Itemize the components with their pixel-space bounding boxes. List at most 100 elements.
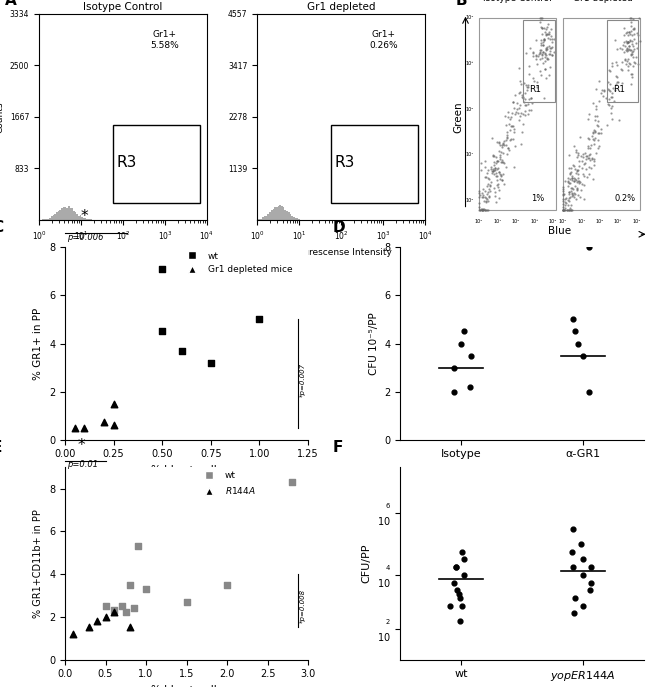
Point <box>509 161 519 172</box>
Point <box>564 187 574 198</box>
Point <box>541 53 552 64</box>
Point <box>543 53 554 64</box>
Point <box>482 194 493 205</box>
Bar <box>298 218 300 220</box>
Point <box>587 153 597 164</box>
Point <box>523 60 534 71</box>
Point <box>494 166 504 177</box>
Point <box>610 85 621 96</box>
Point <box>621 58 631 69</box>
Point <box>633 58 644 69</box>
Point <box>540 52 550 63</box>
Point <box>584 585 595 596</box>
Point <box>544 69 554 80</box>
Point <box>564 149 574 160</box>
Point <box>541 73 552 84</box>
Point <box>478 191 489 202</box>
Point <box>591 103 601 114</box>
Point <box>493 179 503 190</box>
Point <box>625 36 635 47</box>
Point <box>478 196 489 207</box>
Point <box>502 126 512 137</box>
Point <box>494 137 504 148</box>
Point <box>591 84 601 95</box>
Point <box>489 164 499 175</box>
Point <box>222 579 232 590</box>
Point <box>566 166 577 177</box>
Point <box>538 50 548 61</box>
Point <box>486 162 496 173</box>
Point <box>573 169 584 180</box>
Point <box>502 132 512 143</box>
Point <box>519 88 530 99</box>
Point <box>545 23 556 34</box>
Point <box>100 600 110 611</box>
Point <box>537 29 547 40</box>
Text: 10¹: 10¹ <box>466 153 474 157</box>
Bar <box>331 125 419 203</box>
Point <box>515 111 525 122</box>
Point <box>508 120 519 131</box>
Point <box>580 157 590 168</box>
Point <box>543 33 553 44</box>
Point <box>565 192 575 203</box>
Point <box>489 168 499 179</box>
Point <box>484 174 494 185</box>
Point <box>481 195 491 206</box>
Point <box>587 154 597 165</box>
Point <box>567 174 577 185</box>
Point <box>540 64 550 75</box>
Text: 10⁴: 10⁴ <box>465 15 474 21</box>
Point <box>633 30 644 41</box>
Point <box>558 204 568 215</box>
Point <box>558 204 568 215</box>
Text: 10¹: 10¹ <box>577 219 586 224</box>
Point <box>477 204 488 215</box>
Point <box>534 12 545 23</box>
Point <box>543 18 553 29</box>
Text: 10²: 10² <box>512 219 520 224</box>
Point <box>617 64 627 75</box>
Point <box>492 155 502 166</box>
Point <box>627 47 637 58</box>
Point <box>575 150 586 161</box>
Point <box>493 181 503 192</box>
Point <box>499 136 509 147</box>
Point <box>486 176 497 187</box>
Point <box>605 107 616 118</box>
Bar <box>479 18 556 210</box>
Point <box>536 23 547 34</box>
Point <box>504 135 515 146</box>
Point <box>624 27 634 38</box>
Point <box>588 173 599 184</box>
Point <box>497 140 508 151</box>
Point <box>566 204 577 215</box>
Point <box>480 204 490 215</box>
Point <box>608 95 619 106</box>
Point <box>621 35 631 46</box>
Point <box>474 201 484 212</box>
Point <box>459 570 469 581</box>
Point <box>583 113 593 124</box>
Point <box>526 104 536 115</box>
Bar <box>263 217 264 220</box>
Point <box>605 79 616 90</box>
Point <box>592 120 603 131</box>
Point <box>490 162 501 173</box>
Bar <box>294 218 296 220</box>
Point <box>614 43 625 54</box>
Title: Isotype Control: Isotype Control <box>83 1 162 12</box>
Point <box>499 179 510 190</box>
Point <box>593 128 604 139</box>
Point <box>540 23 551 34</box>
Point <box>577 570 588 581</box>
Point <box>625 28 635 39</box>
Point <box>567 187 577 198</box>
Point <box>558 204 568 215</box>
Point <box>573 172 583 183</box>
Point <box>531 50 541 61</box>
Point <box>476 204 487 215</box>
Point <box>502 142 513 153</box>
Point <box>558 185 568 196</box>
Point <box>497 174 507 185</box>
